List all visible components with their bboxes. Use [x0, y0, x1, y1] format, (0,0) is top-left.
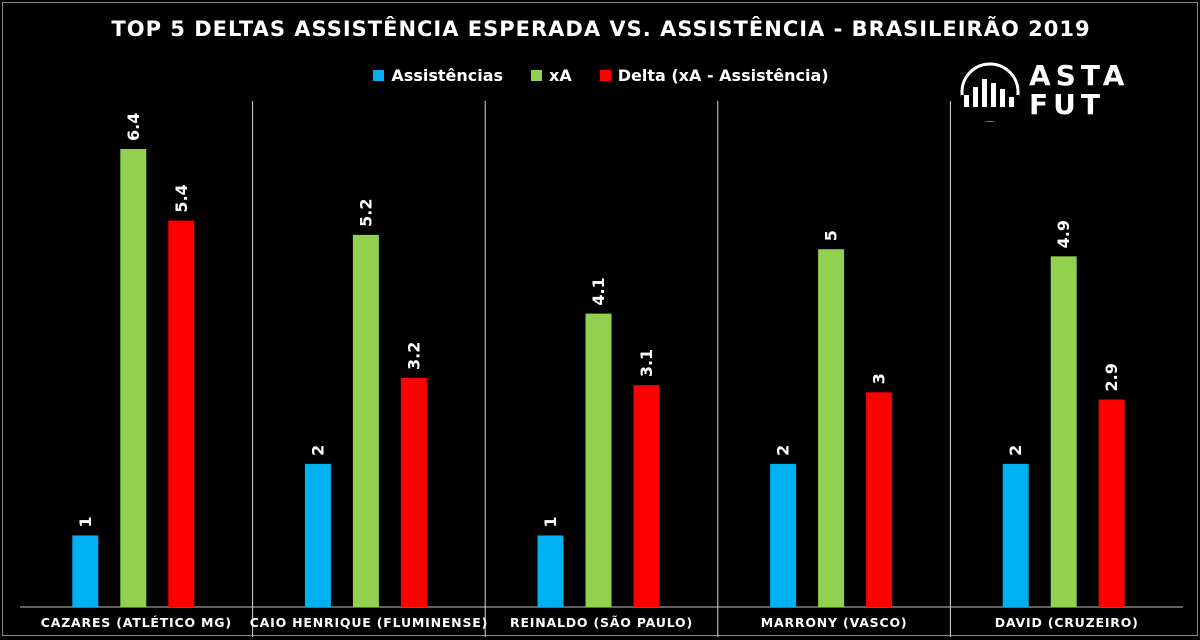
bar-delta	[400, 378, 427, 607]
bar-xa	[585, 313, 612, 607]
bar-assistencias	[537, 535, 564, 607]
bar-xa	[352, 234, 379, 607]
bar-assistencias	[1002, 463, 1029, 607]
legend-item-assistencias: Assistências	[373, 66, 503, 85]
category-label: REINALDO (SÃO PAULO)	[510, 615, 693, 630]
bar-value-label: 3	[870, 373, 889, 384]
logo-emblem-icon	[960, 62, 1020, 122]
bar-xa	[1050, 256, 1077, 607]
bar-delta	[1098, 399, 1125, 607]
bar-assistencias	[770, 463, 797, 607]
bar-value-label: 3.2	[404, 342, 423, 370]
bar-delta	[866, 392, 893, 607]
bar-value-label: 4.1	[589, 277, 608, 305]
bar-value-label: 6.4	[124, 113, 143, 141]
asta-fut-logo: ASTA FUT	[959, 61, 1189, 123]
logo-line-2: FUT	[1029, 88, 1105, 121]
legend-swatch-delta	[599, 70, 611, 81]
legend-item-delta: Delta (xA - Assistência)	[599, 66, 829, 85]
category-label: MARRONY (VASCO)	[761, 615, 908, 630]
category-label: CAZARES (ATLÉTICO MG)	[41, 615, 232, 630]
bar-value-label: 5.4	[172, 184, 191, 212]
chart-title: TOP 5 DELTAS ASSISTÊNCIA ESPERADA VS. AS…	[111, 17, 1091, 41]
legend-label-assistencias: Assistências	[391, 66, 504, 85]
bar-xa	[818, 249, 845, 607]
bar-value-label: 2	[774, 445, 793, 456]
bar-assistencias	[304, 463, 331, 607]
bar-value-label: 5	[822, 230, 841, 241]
legend: Assistências xA Delta (xA - Assistência)	[3, 66, 1199, 85]
bar-value-label: 2	[308, 445, 327, 456]
bar-delta	[168, 220, 195, 607]
bar-assistencias	[72, 535, 99, 607]
legend-swatch-assistencias	[373, 70, 385, 81]
logo-text: ASTA FUT	[1029, 61, 1129, 119]
bar-value-label: 2.9	[1102, 363, 1121, 391]
category-label: DAVID (CRUZEIRO)	[995, 615, 1139, 630]
bar-value-label: 1	[541, 516, 560, 527]
bar-value-label: 1	[76, 516, 95, 527]
legend-swatch-xa	[531, 70, 543, 81]
category-label: CAIO HENRIQUE (FLUMINENSE)	[250, 615, 488, 630]
legend-label-delta: Delta (xA - Assistência)	[617, 66, 829, 85]
bar-xa	[120, 149, 147, 607]
legend-label-xa: xA	[549, 66, 572, 85]
bar-delta	[633, 385, 660, 607]
legend-item-xa: xA	[531, 66, 572, 85]
chart-plot: 1 6.4 5.4 2 5.2 3.2 1 4.1 3.1 2 5 3 2 4.9 2.9 CAZARES …	[20, 101, 1183, 637]
bar-value-label: 3.1	[637, 349, 656, 377]
bar-value-label: 2	[1006, 445, 1025, 456]
logo-line-1: ASTA	[1029, 59, 1130, 92]
bar-value-label: 4.9	[1054, 220, 1073, 248]
bar-value-label: 5.2	[356, 199, 375, 227]
